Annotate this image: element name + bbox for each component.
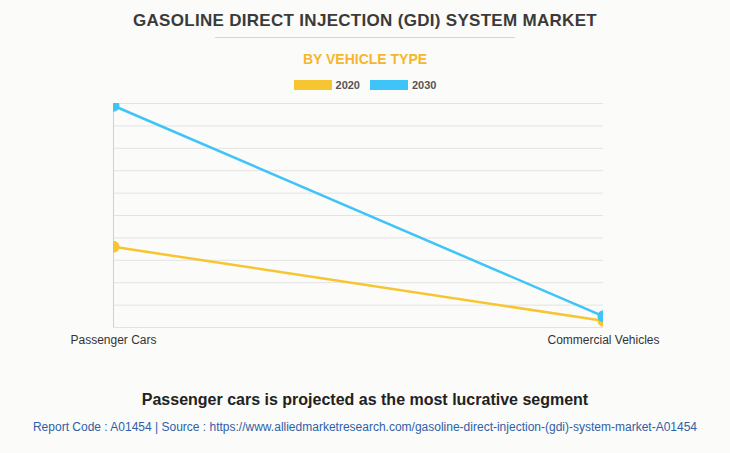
html-text:BY VEHICLE TYPE: BY VEHICLE TYPE <box>302 51 428 67</box>
html-text:GASOLINE DIRECT INJECTION (GDI: GASOLINE DIRECT INJECTION (GDI) SYSTEM M… <box>133 11 597 30</box>
html-text:Report Code : A01454 | Source: Report Code : A01454 | Source : https://… <box>33 420 697 434</box>
html-text:Passenger cars is projected as: Passenger cars is projected as the most … <box>141 391 589 408</box>
html-text:2030: 2030 <box>412 79 437 91</box>
svg-text:Commercial Vehicles: Commercial Vehicles <box>547 333 659 347</box>
html-text:2020: 2020 <box>335 79 360 91</box>
svg-text:Passenger Cars: Passenger Cars <box>70 333 156 347</box>
